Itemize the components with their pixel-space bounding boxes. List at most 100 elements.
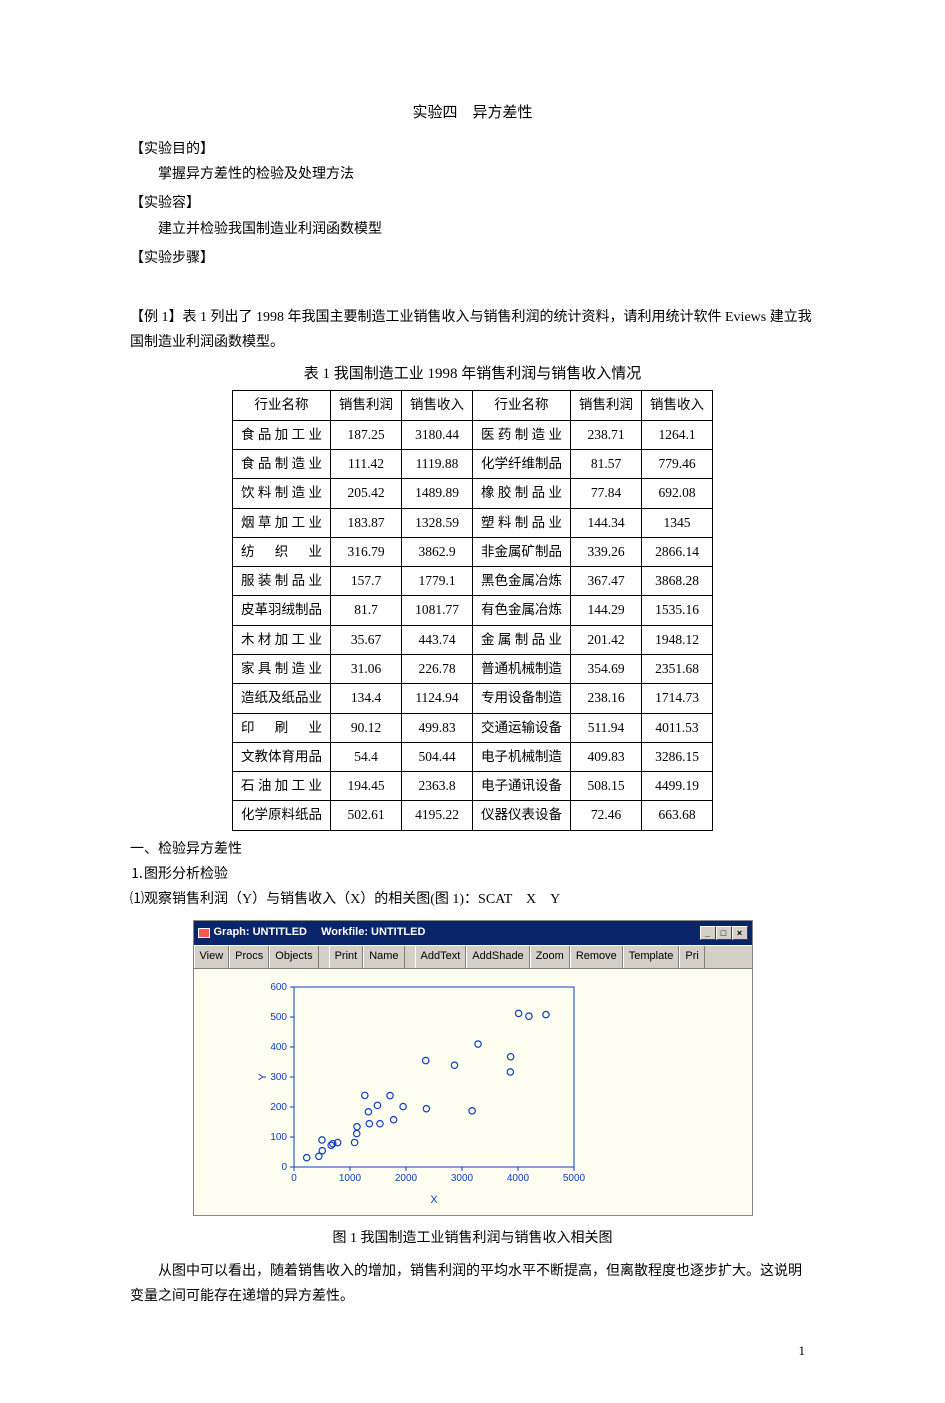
table-row: 食品制造业111.421119.88化学纤维制品81.57779.46 (233, 449, 713, 478)
value-cell: 367.47 (571, 567, 642, 596)
table-row: 服装制品业157.71779.1黑色金属冶炼367.473868.28 (233, 567, 713, 596)
minimize-button[interactable]: _ (700, 926, 716, 940)
table-row: 纺织业316.793862.9非金属矿制品339.262866.14 (233, 537, 713, 566)
table-row: 食品加工业187.253180.44医药制造业238.711264.1 (233, 420, 713, 449)
svg-text:500: 500 (270, 1012, 287, 1023)
table-header: 行业名称 (233, 391, 331, 420)
svg-text:200: 200 (270, 1102, 287, 1113)
value-cell: 3862.9 (402, 537, 473, 566)
value-cell: 354.69 (571, 654, 642, 683)
close-button[interactable]: × (732, 926, 748, 940)
table-row: 家具制造业31.06226.78普通机械制造354.692351.68 (233, 654, 713, 683)
svg-text:5000: 5000 (562, 1173, 585, 1184)
industry-name-cell: 仪器仪表设备 (473, 801, 571, 830)
industry-name-cell: 金属制品业 (473, 625, 571, 654)
industry-name-cell: 医药制造业 (473, 420, 571, 449)
industry-name-cell: 文教体育用品 (233, 742, 331, 771)
industry-name-cell: 电子通讯设备 (473, 772, 571, 801)
svg-text:X: X (430, 1194, 438, 1206)
value-cell: 1119.88 (402, 449, 473, 478)
industry-name-cell: 烟草加工业 (233, 508, 331, 537)
industry-name-cell: 化学原料纸品 (233, 801, 331, 830)
value-cell: 2351.68 (642, 654, 713, 683)
toolbar-view[interactable]: View (194, 946, 230, 968)
svg-text:600: 600 (270, 982, 287, 993)
value-cell: 111.42 (331, 449, 402, 478)
value-cell: 1328.59 (402, 508, 473, 537)
toolbar-pri[interactable]: Pri (679, 946, 704, 968)
svg-text:Y: Y (257, 1073, 269, 1081)
purpose-text: 掌握异方差性的检验及处理方法 (130, 162, 815, 187)
value-cell: 1124.94 (402, 684, 473, 713)
eviews-window: Graph: UNTITLED Workfile: UNTITLED _ □ ×… (193, 920, 753, 1216)
value-cell: 238.16 (571, 684, 642, 713)
industry-name-cell: 黑色金属冶炼 (473, 567, 571, 596)
industry-name-cell: 橡胶制品业 (473, 479, 571, 508)
toolbar-template[interactable]: Template (623, 946, 680, 968)
toolbar-print[interactable]: Print (329, 946, 364, 968)
table-header: 行业名称 (473, 391, 571, 420)
table-header: 销售利润 (571, 391, 642, 420)
value-cell: 4499.19 (642, 772, 713, 801)
table-row: 文教体育用品54.4504.44电子机械制造409.833286.15 (233, 742, 713, 771)
table-row: 木材加工业35.67443.74金属制品业201.421948.12 (233, 625, 713, 654)
value-cell: 90.12 (331, 713, 402, 742)
toolbar-name[interactable]: Name (363, 946, 404, 968)
eviews-toolbar: ViewProcsObjects PrintName AddTextAddShade… (194, 945, 752, 969)
value-cell: 77.84 (571, 479, 642, 508)
value-cell: 4011.53 (642, 713, 713, 742)
figure-caption: 图 1 我国制造工业销售利润与销售收入相关图 (130, 1226, 815, 1251)
section-1-1: ⒈图形分析检验 (130, 862, 815, 887)
value-cell: 194.45 (331, 772, 402, 801)
data-table: 行业名称销售利润销售收入行业名称销售利润销售收入食品加工业187.253180.… (232, 390, 713, 830)
toolbar-procs[interactable]: Procs (229, 946, 269, 968)
value-cell: 1489.89 (402, 479, 473, 508)
value-cell: 1081.77 (402, 596, 473, 625)
value-cell: 1345 (642, 508, 713, 537)
value-cell: 226.78 (402, 654, 473, 683)
value-cell: 187.25 (331, 420, 402, 449)
industry-name-cell: 化学纤维制品 (473, 449, 571, 478)
table-header: 销售利润 (331, 391, 402, 420)
scatter-plot: 0100200300400500600010002000300040005000… (194, 969, 752, 1215)
value-cell: 201.42 (571, 625, 642, 654)
value-cell: 4195.22 (402, 801, 473, 830)
toolbar-objects[interactable]: Objects (269, 946, 318, 968)
svg-text:400: 400 (270, 1042, 287, 1053)
value-cell: 205.42 (331, 479, 402, 508)
industry-name-cell: 石油加工业 (233, 772, 331, 801)
value-cell: 443.74 (402, 625, 473, 654)
table-row: 饮料制造业205.421489.89橡胶制品业77.84692.08 (233, 479, 713, 508)
doc-title: 实验四 异方差性 (130, 100, 815, 127)
value-cell: 72.46 (571, 801, 642, 830)
content-label: 【实验容】 (130, 191, 815, 216)
industry-name-cell: 非金属矿制品 (473, 537, 571, 566)
industry-name-cell: 专用设备制造 (473, 684, 571, 713)
toolbar-addshade[interactable]: AddShade (466, 946, 529, 968)
value-cell: 339.26 (571, 537, 642, 566)
table-row: 印刷业90.12499.83交通运输设备511.944011.53 (233, 713, 713, 742)
value-cell: 1264.1 (642, 420, 713, 449)
value-cell: 692.08 (642, 479, 713, 508)
industry-name-cell: 木材加工业 (233, 625, 331, 654)
toolbar-remove[interactable]: Remove (570, 946, 623, 968)
value-cell: 35.67 (331, 625, 402, 654)
toolbar-zoom[interactable]: Zoom (530, 946, 570, 968)
conclusion-paragraph: 从图中可以看出，随着销售收入的增加，销售利润的平均水平不断提高，但离散程度也逐步… (130, 1259, 815, 1309)
maximize-button[interactable]: □ (716, 926, 732, 940)
industry-name-cell: 服装制品业 (233, 567, 331, 596)
value-cell: 157.7 (331, 567, 402, 596)
value-cell: 316.79 (331, 537, 402, 566)
window-buttons: _ □ × (700, 926, 748, 940)
industry-name-cell: 有色金属冶炼 (473, 596, 571, 625)
table-row: 皮革羽绒制品81.71081.77有色金属冶炼144.291535.16 (233, 596, 713, 625)
value-cell: 499.83 (402, 713, 473, 742)
value-cell: 81.7 (331, 596, 402, 625)
value-cell: 508.15 (571, 772, 642, 801)
table-row: 石油加工业194.452363.8电子通讯设备508.154499.19 (233, 772, 713, 801)
toolbar-addtext[interactable]: AddText (415, 946, 467, 968)
table-header: 销售收入 (642, 391, 713, 420)
graph-icon (198, 928, 210, 938)
value-cell: 1714.73 (642, 684, 713, 713)
example-paragraph: 【例 1】表 1 列出了 1998 年我国主要制造工业销售收入与销售利润的统计资… (130, 305, 815, 355)
